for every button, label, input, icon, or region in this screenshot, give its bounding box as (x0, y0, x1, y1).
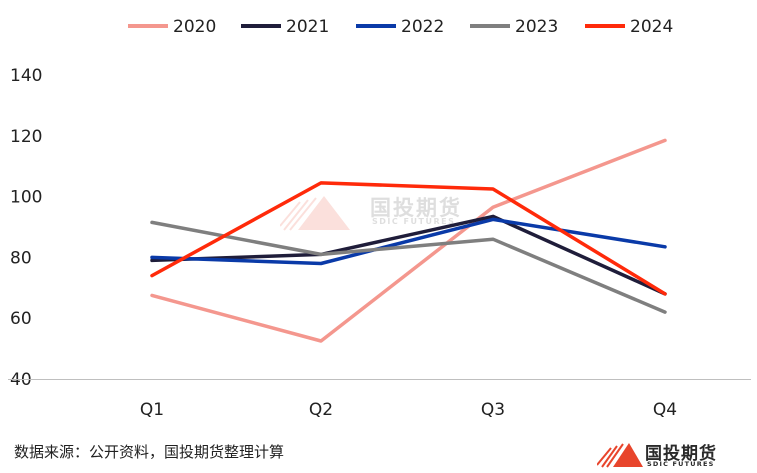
source-note: 数据来源：公开资料，国投期货整理计算 (14, 443, 285, 461)
watermark: 国投期货 SDIC FUTURES (279, 190, 480, 234)
series-line-2020 (150, 138, 667, 343)
sdic-logo-icon (596, 443, 643, 468)
y-tick-label: 60 (10, 309, 32, 329)
x-tick-label: Q3 (481, 400, 505, 420)
x-tick-label: Q2 (309, 400, 333, 420)
y-tick-label: 80 (10, 248, 32, 268)
legend-label: 2022 (401, 17, 444, 37)
legend-label: 2023 (515, 17, 558, 37)
chart-legend: 2020 2021 2022 2023 2024 (128, 17, 673, 37)
watermark-name: 国投期货 (370, 196, 462, 220)
x-axis: Q1 Q2 Q3 Q4 (140, 400, 677, 420)
legend-label: 2021 (286, 17, 329, 37)
series-line-2024 (150, 181, 667, 296)
x-tick-label: Q1 (140, 400, 164, 420)
series-line-2021 (150, 214, 667, 296)
series-line-2022 (150, 217, 667, 266)
watermark-logo-icon (279, 196, 350, 231)
y-tick-label: 140 (10, 66, 42, 86)
x-tick-label: Q4 (653, 400, 677, 420)
logo-name: 国投期货 (645, 444, 717, 464)
chart-series (150, 138, 667, 343)
logo-subtitle: SDIC FUTURES (647, 460, 715, 468)
y-tick-label: 100 (10, 188, 42, 208)
series-line-2023 (150, 220, 667, 314)
legend-label: 2020 (173, 17, 216, 37)
watermark-subtitle: SDIC FUTURES (372, 217, 456, 226)
company-logo: 国投期货 SDIC FUTURES (596, 439, 753, 469)
y-tick-label: 120 (10, 127, 42, 147)
legend-label: 2024 (630, 17, 673, 37)
